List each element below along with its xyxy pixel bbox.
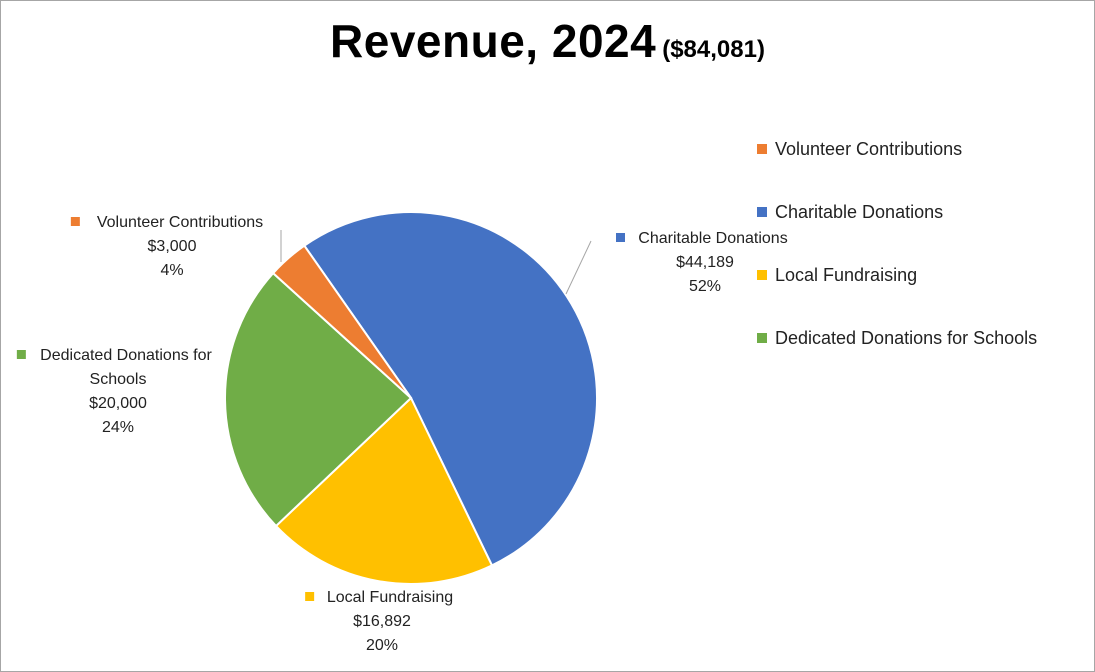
legend-item-volunteer: Volunteer Contributions (757, 137, 1077, 161)
data-label: Dedicated Donations for Schools $20,000 24% (16, 347, 213, 436)
data-label: Volunteer Contributions $3,000 4% (70, 214, 263, 279)
pie-slice-local-fundraising (274, 396, 494, 585)
data-label-percent: 52% (689, 278, 721, 295)
legend-item-local: Local Fundraising (757, 263, 1077, 287)
data-label-percent: 24% (102, 419, 134, 436)
data-label-percent: 20% (366, 637, 398, 654)
data-label-name: Volunteer Contributions (97, 214, 263, 231)
pie-slice-charitable-donations (302, 211, 598, 567)
data-label-name: Dedicated Donations for (40, 347, 212, 364)
data-label-value: $20,000 (89, 395, 147, 412)
data-label-marker (16, 350, 26, 359)
legend-label: Dedicated Donations for Schools (775, 327, 1038, 348)
data-label-marker (616, 233, 625, 242)
legend-label: Local Fundraising (775, 264, 918, 285)
chart-title-total: ($84,081) (662, 36, 765, 63)
chart-title-main: Revenue, 2024 (330, 15, 657, 67)
legend: Volunteer Contributions Charitable Donat… (757, 137, 1077, 389)
legend-item-charitable: Charitable Donations (757, 200, 1077, 224)
data-label-name: Local Fundraising (327, 589, 453, 606)
data-label-value: $44,189 (676, 254, 734, 271)
legend-swatch (757, 144, 767, 154)
pie-slice-volunteer-contributions (271, 244, 412, 399)
legend-swatch (757, 333, 767, 343)
data-label-name: Charitable Donations (638, 230, 787, 247)
legend-swatch (757, 207, 767, 217)
legend-item-dedicated: Dedicated Donations for Schools (757, 326, 1077, 350)
data-label-value: $3,000 (148, 238, 197, 255)
data-label-marker (305, 592, 315, 601)
leader-line (565, 240, 592, 295)
data-label-percent: 4% (160, 262, 183, 279)
legend-swatch (757, 270, 767, 280)
data-label-marker (70, 217, 80, 226)
data-label: Charitable Donations $44,189 52% (616, 230, 788, 295)
chart-title: Revenue, 2024 ($84,081) (0, 14, 1095, 68)
pie-slice-dedicated-donations-for-schools (224, 271, 413, 528)
data-label-name: Schools (90, 371, 147, 388)
legend-label: Volunteer Contributions (775, 138, 963, 159)
data-label-value: $16,892 (353, 613, 411, 630)
data-label: Local Fundraising $16,892 20% (305, 589, 453, 654)
legend-label: Charitable Donations (775, 201, 944, 222)
